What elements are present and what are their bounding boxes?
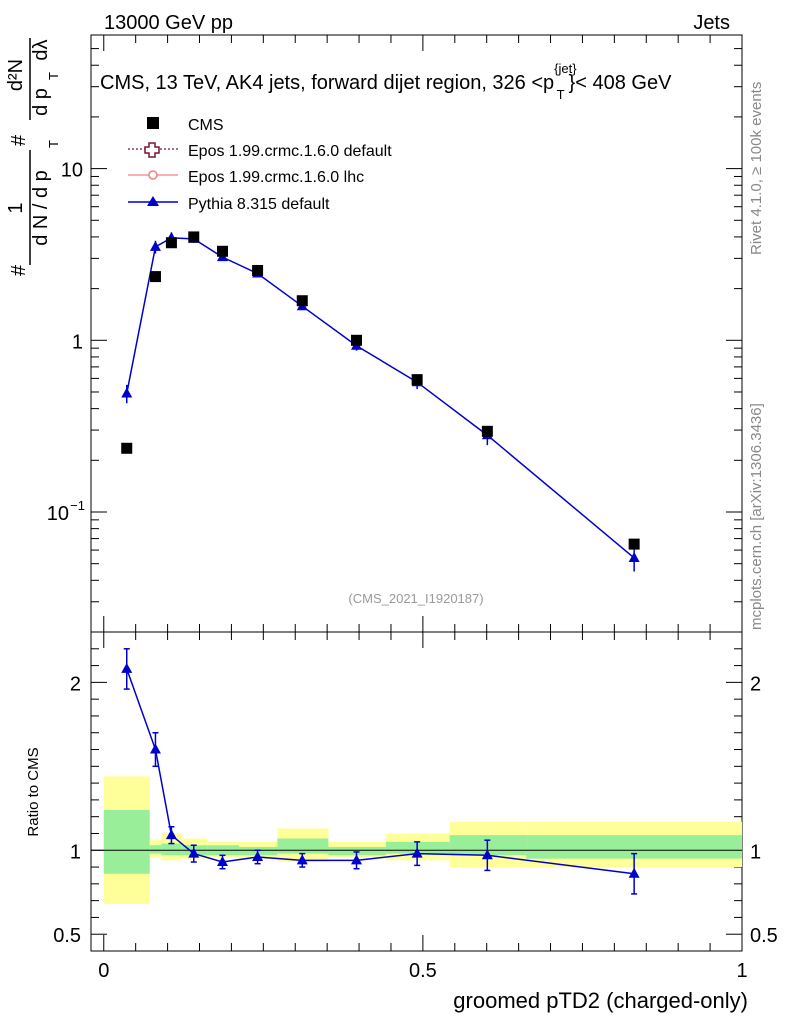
cms-data-point [216, 245, 228, 257]
pythia-point [121, 387, 133, 398]
ylabel-frac2-den: d p [30, 88, 52, 116]
ylabel-frac1-den: d N / d p [30, 170, 52, 246]
ratio-band-inner [161, 843, 182, 856]
main-y-tick-label: 10 [61, 160, 83, 182]
cms-data-point [121, 442, 133, 454]
ratio-pythia-point [216, 856, 228, 867]
ratio-pythia-point [149, 743, 161, 754]
cms-data-point [351, 334, 363, 346]
category-label: Jets [693, 12, 730, 34]
ratio-y-tick-label-left: 0.5 [53, 925, 81, 947]
legend-label-epos-lhc: Epos 1.99.crmc.1.6.0 lhc [188, 169, 364, 186]
main-series-group [121, 231, 640, 572]
cms-data-point [296, 295, 308, 307]
plot-title-sup: {jet} [554, 61, 577, 76]
cms-data-point [411, 374, 423, 386]
legend-label-epos-default: Epos 1.99.crmc.1.6.0 default [188, 143, 392, 160]
ratio-pythia-point [351, 854, 363, 865]
ratio-pythia-point [296, 854, 308, 865]
plot-title: CMS, 13 TeV, AK4 jets, forward dijet reg… [100, 61, 672, 102]
ratio-x-tick-label: 0.5 [409, 960, 437, 982]
ylabel-sub-1: T [46, 140, 61, 148]
ratio-pythia-point [628, 867, 640, 878]
ratio-pythia-point [188, 847, 200, 858]
analysis-watermark: (CMS_2021_I1920187) [348, 591, 483, 606]
cms-data-point [252, 264, 264, 276]
pythia-point [149, 240, 161, 251]
legend-label-pythia: Pythia 8.315 default [188, 196, 330, 213]
ratio-band-inner [149, 845, 162, 854]
cms-data-point [149, 271, 161, 283]
cms-data-point [188, 231, 200, 243]
ylabel-frac1-num: 1 [5, 202, 27, 213]
x-axis-label: groomed pTD2 (charged-only) [453, 988, 748, 1013]
mcplots-source-label: mcplots.cern.ch [arXiv:1306.3436] [748, 403, 765, 630]
cms-data-point [628, 538, 640, 550]
ratio-y-tick-label-right: 1 [750, 841, 761, 863]
ratio-x-tick-label: 0 [98, 960, 109, 982]
plot-title-sub: T [557, 87, 565, 102]
legend-marker-cms [147, 117, 159, 129]
ylabel-sub-2: T [46, 72, 61, 80]
plot-title-end: }< 408 GeV [569, 72, 673, 94]
legend-marker-epos-default [144, 142, 160, 158]
ratio-band-inner [328, 846, 386, 856]
legend-marker-pythia [147, 196, 159, 206]
legend: CMS Epos 1.99.crmc.1.6.0 default Epos 1.… [128, 117, 392, 213]
ratio-x-tick-label: 1 [736, 960, 747, 982]
ratio-series-group [121, 648, 640, 895]
ratio-y-axis-label: Ratio to CMS [25, 747, 42, 836]
main-y-axis-label: # 1 d N / d p T # d²N d p T dλ [5, 38, 61, 276]
ratio-pythia-point [165, 829, 177, 840]
pythia-point [628, 551, 640, 562]
energy-label: 13000 GeV pp [104, 12, 233, 34]
ratio-y-tick-label-left: 2 [70, 673, 81, 695]
ylabel-frac2-num: d²N [5, 59, 27, 91]
legend-label-cms: CMS [188, 117, 224, 134]
ylabel-frac2-den2: dλ [30, 39, 52, 60]
ratio-y-tick-label-right: 2 [750, 673, 761, 695]
pythia-line [126, 237, 635, 559]
ratio-pythia-point [481, 849, 493, 860]
ratio-band-inner [526, 835, 742, 859]
ratio-y-tick-label-left: 1 [70, 841, 81, 863]
ratio-axis-ticks: 2 21 10.5 0.50 0.5 1 [53, 632, 778, 982]
legend-marker-epos-lhc [148, 170, 158, 180]
ratio-y-tick-label-right: 0.5 [750, 925, 778, 947]
ratio-band-inner [103, 809, 150, 874]
cms-data-point [481, 425, 493, 437]
ratio-pythia-point [252, 850, 264, 861]
ratio-pythia-point [411, 847, 423, 858]
ylabel-hash-1: # [8, 264, 30, 276]
ratio-panel-frame [90, 631, 743, 952]
ratio-pythia-point [121, 662, 133, 673]
ylabel-hash-2: # [8, 134, 30, 146]
ratio-band-inner [277, 838, 329, 854]
main-y-tick-label: 10 [47, 503, 69, 525]
main-y-tick-label: 1 [72, 331, 83, 353]
cms-data-point [165, 237, 177, 249]
rivet-version-label: Rivet 4.1.0, ≥ 100k events [748, 82, 765, 255]
plot-title-main: CMS, 13 TeV, AK4 jets, forward dijet reg… [100, 72, 554, 94]
ratio-uncertainty-bands [103, 776, 742, 904]
main-y-tick-exponent: −1 [70, 498, 85, 513]
